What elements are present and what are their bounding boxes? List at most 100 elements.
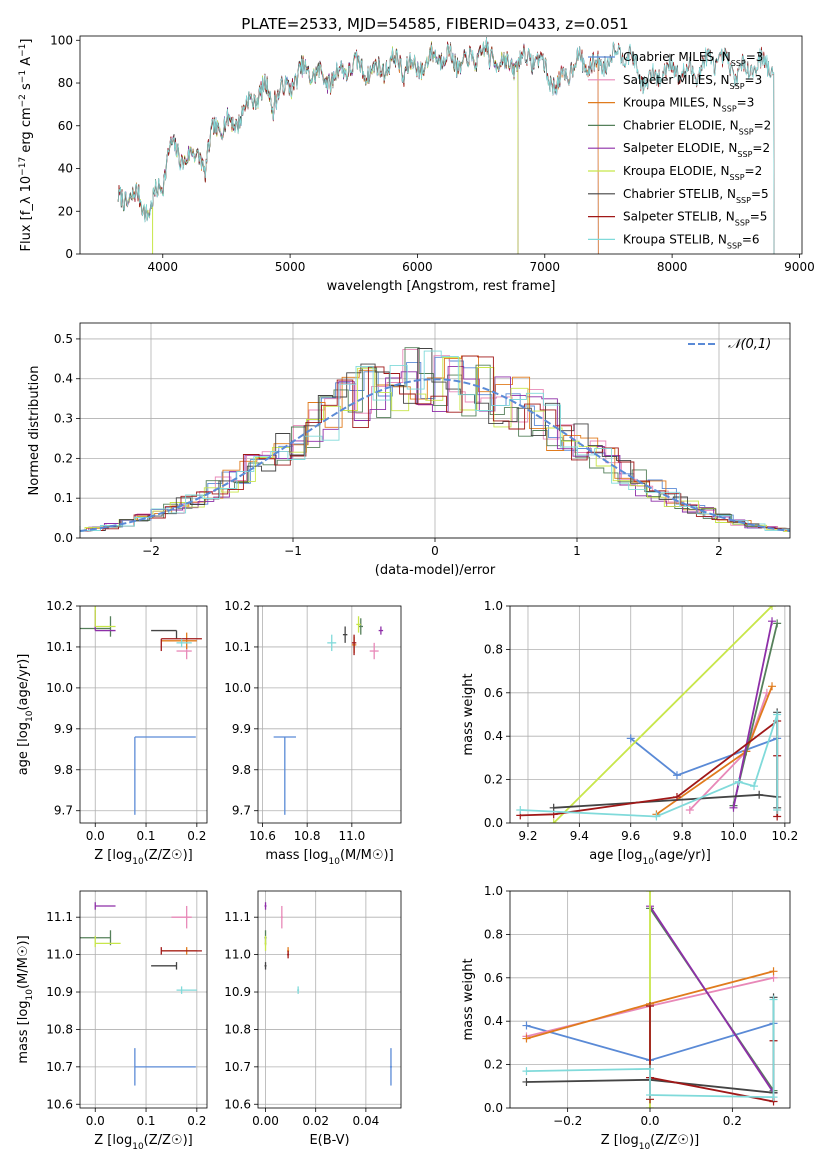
weight-series-line xyxy=(553,606,773,823)
mass-vs-Z-panel: 0.0 0.1 0.2 10.6 10.7 10.8 10.9 11.0 11.1 Z [log1… xyxy=(16,890,208,1152)
axes-frame xyxy=(79,890,208,1109)
x-tick-label: 11.0 xyxy=(338,829,365,843)
x-axis-label: Z [log10(Z/Z☉)] xyxy=(94,848,192,867)
x-tick-label: 6000 xyxy=(402,260,433,274)
x-tick-label: 5000 xyxy=(275,260,306,274)
weight-marker xyxy=(685,805,694,814)
axes-frame xyxy=(79,605,208,824)
y-tick-label: 10.0 xyxy=(46,681,73,695)
y-tick-label: 10.6 xyxy=(46,1097,73,1111)
weight-marker xyxy=(729,803,738,812)
x-tick-label: 0.04 xyxy=(353,1114,380,1128)
residuals-panel: −2 −1 0 1 2 0.0 0.1 0.2 0.3 0.4 0.5 (data-model)/er… xyxy=(27,322,791,578)
x-axis-label: age [log10(age/yr)] xyxy=(589,848,711,867)
legend-label: Salpeter STELIB, NSSP=5 xyxy=(623,210,767,228)
residuals-legend: 𝒩(0,1) xyxy=(688,337,771,352)
y-tick-label: 0.8 xyxy=(484,927,503,941)
x-tick-label: 9000 xyxy=(784,260,815,274)
spectrum-series-line xyxy=(117,37,599,255)
weight-marker xyxy=(646,891,654,895)
y-tick-label: 10.9 xyxy=(46,985,73,999)
points-group xyxy=(80,606,202,815)
x-axis-label: Z [log10(Z/Z☉)] xyxy=(94,1133,192,1152)
y-tick-label: 80 xyxy=(58,76,73,90)
weight-marker xyxy=(773,710,782,719)
y-tick-label: 60 xyxy=(58,119,73,133)
weight-series-line xyxy=(520,714,779,818)
x-axis-label: mass [log10(M/M☉)] xyxy=(265,848,393,867)
spectrum-series-line xyxy=(117,37,599,255)
y-tick-label: 11.1 xyxy=(46,910,73,924)
age-vs-mass-panel: 10.6 10.8 11.0 9.7 9.8 9.9 10.0 10.1 10.2 mass [l… xyxy=(224,599,402,867)
weight-series-line xyxy=(732,621,773,808)
legend-label: Chabrier ELODIE, NSSP=2 xyxy=(623,118,771,136)
y-tick-label: 0.6 xyxy=(484,971,503,985)
x-axis-label: wavelength [Angstrom, rest frame] xyxy=(327,279,556,294)
y-tick-label: 10.1 xyxy=(46,640,73,654)
x-tick-label: 0 xyxy=(431,544,439,558)
points-group xyxy=(264,902,392,1086)
y-tick-label: 10.7 xyxy=(46,1060,73,1074)
weight-marker xyxy=(769,967,778,976)
y-tick-label: 20 xyxy=(58,204,73,218)
x-tick-label: 0.2 xyxy=(723,1114,742,1128)
x-tick-label: 0.0 xyxy=(86,829,105,843)
axes-frame xyxy=(257,890,402,1109)
x-tick-label: 0.1 xyxy=(136,829,155,843)
weight-series-line xyxy=(649,905,775,1094)
y-tick-label: 11.0 xyxy=(224,948,251,962)
weight-marker xyxy=(768,617,777,626)
figure-title: PLATE=2533, MJD=54585, FIBERID=0433, z=0… xyxy=(241,15,628,33)
histogram-series xyxy=(79,355,790,532)
x-tick-label: 8000 xyxy=(657,260,688,274)
weight-marker xyxy=(516,805,525,814)
weight-marker xyxy=(549,819,558,823)
histogram-series xyxy=(79,348,790,532)
weight-marker xyxy=(652,812,661,821)
y-tick-label: 0.2 xyxy=(484,773,503,787)
mass-vs-EBV-panel: 0.00 0.02 0.04 10.6 10.7 10.8 10.9 11.0 11.1 E(B-… xyxy=(224,890,402,1148)
x-tick-label: 0.2 xyxy=(187,1114,206,1128)
y-tick-label: 11.1 xyxy=(224,910,251,924)
histogram-series xyxy=(79,350,790,532)
x-axis-label: Z [log10(Z/Z☉)] xyxy=(601,1133,699,1152)
weight-marker xyxy=(646,1090,654,1099)
weight-marker xyxy=(522,1077,531,1086)
x-tick-label: 0.02 xyxy=(302,1114,329,1128)
y-tick-label: 0.4 xyxy=(484,729,503,743)
y-tick-label: 0.2 xyxy=(484,1058,503,1072)
y-tick-label: 0.3 xyxy=(54,412,73,426)
x-tick-label: −0.2 xyxy=(553,1114,582,1128)
weight-marker xyxy=(672,771,681,780)
weight-marker xyxy=(672,792,681,801)
y-tick-label: 1.0 xyxy=(484,599,503,613)
y-tick-label: 1.0 xyxy=(484,884,503,898)
x-tick-label: 9.2 xyxy=(518,829,537,843)
x-tick-label: 10.6 xyxy=(249,829,276,843)
weight-marker xyxy=(734,777,743,786)
legend-label: Salpeter ELODIE, NSSP=2 xyxy=(623,141,770,159)
spectrum-series-line xyxy=(117,37,775,255)
weight-vs-age-panel: 9.2 9.4 9.6 9.8 10.0 10.2 0.0 0.2 0.4 0.6 0.8 1.0 ag… xyxy=(461,599,798,867)
y-tick-label: 0.2 xyxy=(54,451,73,465)
y-tick-label: 0.0 xyxy=(54,531,73,545)
weight-marker xyxy=(750,782,759,791)
weight-vs-Z-panel: −0.2 0.0 0.2 0.0 0.2 0.4 0.6 0.8 1.0 Z [log10(Z/Z… xyxy=(461,884,791,1152)
y-tick-label: 9.7 xyxy=(232,804,251,818)
weight-marker xyxy=(522,1067,531,1076)
weight-marker xyxy=(769,995,778,1004)
x-tick-label: 1 xyxy=(573,544,581,558)
y-tick-label: 0.6 xyxy=(484,686,503,700)
axes-frame xyxy=(257,605,402,824)
weight-marker xyxy=(646,1002,654,1011)
y-tick-label: 9.8 xyxy=(232,763,251,777)
y-axis-label: age [log10(age/yr)] xyxy=(16,654,35,776)
points-group xyxy=(80,902,202,1086)
y-tick-label: 0.8 xyxy=(484,642,503,656)
x-tick-label: 0.1 xyxy=(136,1114,155,1128)
weight-marker xyxy=(769,1093,778,1102)
y-tick-label: 0.0 xyxy=(484,816,503,830)
legend-label: Kroupa ELODIE, NSSP=2 xyxy=(623,164,762,182)
x-tick-label: −2 xyxy=(142,544,160,558)
